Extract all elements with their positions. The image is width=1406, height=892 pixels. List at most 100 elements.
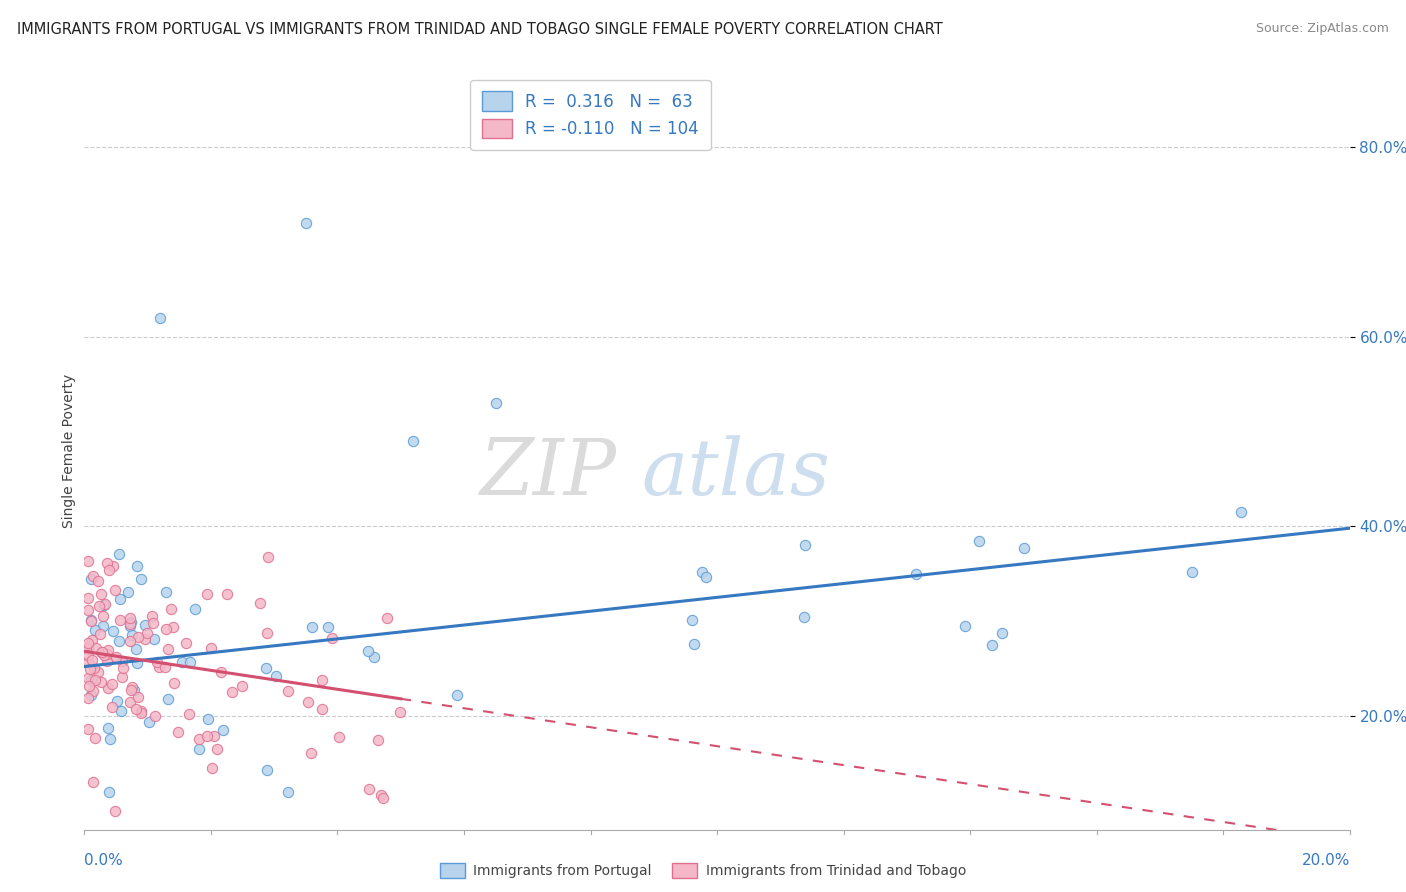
Point xyxy=(321,632,343,646)
Point xyxy=(76,672,98,686)
Point xyxy=(129,706,152,721)
Point xyxy=(83,673,105,688)
Point xyxy=(156,641,179,656)
Text: Source: ZipAtlas.com: Source: ZipAtlas.com xyxy=(1256,22,1389,36)
Point xyxy=(77,679,100,693)
Point xyxy=(184,602,207,616)
Point xyxy=(104,583,127,598)
Point xyxy=(299,746,322,760)
Point xyxy=(311,673,333,687)
Text: atlas: atlas xyxy=(641,435,830,511)
Point xyxy=(148,660,170,674)
Point xyxy=(87,574,110,589)
Point xyxy=(955,619,977,633)
Point xyxy=(84,623,107,637)
Point xyxy=(149,310,172,325)
Point xyxy=(112,661,135,675)
Point xyxy=(90,645,112,659)
Point xyxy=(221,684,243,698)
Point xyxy=(211,723,233,738)
Point xyxy=(446,688,468,702)
Point xyxy=(197,712,219,726)
Point xyxy=(80,614,103,628)
Point xyxy=(356,643,378,657)
Point xyxy=(159,601,181,615)
Point xyxy=(256,763,278,777)
Point xyxy=(1014,541,1036,555)
Point xyxy=(205,742,228,756)
Point xyxy=(690,565,713,579)
Point xyxy=(129,572,152,586)
Point xyxy=(96,647,118,661)
Point xyxy=(170,655,193,669)
Point xyxy=(93,597,115,611)
Point xyxy=(76,722,98,736)
Point xyxy=(127,631,149,645)
Point xyxy=(370,788,392,802)
Point xyxy=(124,702,146,716)
Point xyxy=(155,585,177,599)
Point xyxy=(80,632,103,647)
Point xyxy=(90,587,112,601)
Point xyxy=(97,785,120,799)
Point xyxy=(91,619,114,633)
Point xyxy=(124,642,146,657)
Point xyxy=(146,655,169,669)
Point xyxy=(134,632,156,646)
Point xyxy=(187,732,209,747)
Point xyxy=(120,615,142,629)
Point xyxy=(90,675,112,690)
Point xyxy=(301,620,323,634)
Point xyxy=(101,559,124,574)
Point xyxy=(101,677,124,691)
Point xyxy=(101,624,124,639)
Point xyxy=(87,665,110,679)
Point xyxy=(82,653,104,667)
Point xyxy=(82,775,104,789)
Point xyxy=(97,642,120,657)
Point xyxy=(257,550,280,565)
Text: IMMIGRANTS FROM PORTUGAL VS IMMIGRANTS FROM TRINIDAD AND TOBAGO SINGLE FEMALE PO: IMMIGRANTS FROM PORTUGAL VS IMMIGRANTS F… xyxy=(17,22,942,37)
Y-axis label: Single Female Poverty: Single Female Poverty xyxy=(62,374,76,527)
Point xyxy=(142,615,165,630)
Point xyxy=(143,632,166,646)
Point xyxy=(121,628,143,642)
Point xyxy=(111,654,134,668)
Point xyxy=(117,585,139,599)
Point xyxy=(195,587,218,601)
Point xyxy=(127,558,149,573)
Point xyxy=(695,570,717,584)
Point xyxy=(231,679,253,693)
Point xyxy=(681,613,703,627)
Legend: R =  0.316   N =  63, R = -0.110   N = 104: R = 0.316 N = 63, R = -0.110 N = 104 xyxy=(471,79,710,150)
Point xyxy=(163,676,186,690)
Point xyxy=(84,731,107,745)
Point xyxy=(295,216,318,230)
Point xyxy=(122,683,145,698)
Point xyxy=(256,626,278,640)
Point xyxy=(316,620,339,634)
Point xyxy=(108,634,131,648)
Point xyxy=(141,608,163,623)
Point xyxy=(794,538,817,552)
Point xyxy=(108,547,131,561)
Point xyxy=(79,688,103,702)
Point xyxy=(125,657,148,671)
Point xyxy=(76,636,98,650)
Point xyxy=(118,619,141,633)
Point xyxy=(905,566,928,581)
Point xyxy=(1181,565,1204,579)
Point xyxy=(76,591,98,605)
Point xyxy=(209,665,232,680)
Point xyxy=(110,670,132,684)
Text: 0.0%: 0.0% xyxy=(84,854,124,868)
Point xyxy=(328,731,350,745)
Point xyxy=(76,553,98,567)
Point xyxy=(84,641,107,656)
Point xyxy=(277,785,299,799)
Point xyxy=(367,732,389,747)
Point xyxy=(143,709,166,723)
Point xyxy=(120,611,142,625)
Point xyxy=(77,642,100,657)
Point xyxy=(83,661,105,675)
